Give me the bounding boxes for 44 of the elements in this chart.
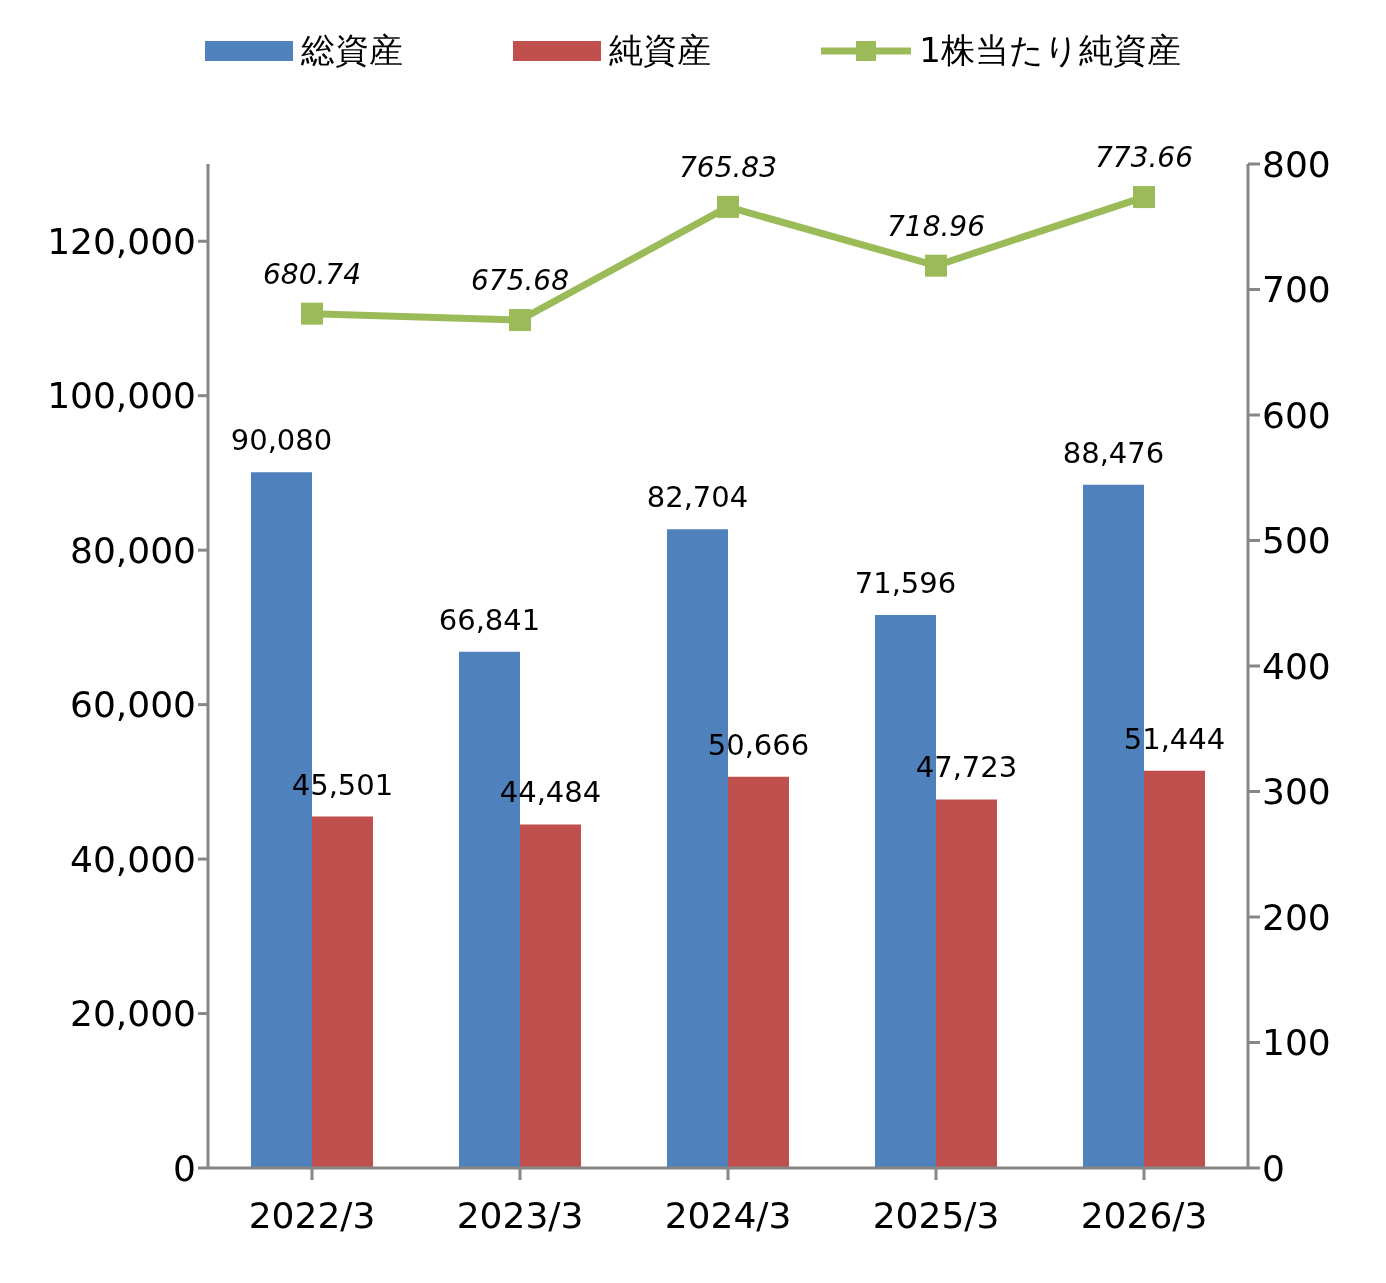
data-label: 88,476 xyxy=(1062,435,1165,470)
data-label: 71,596 xyxy=(854,566,957,601)
y2-tick-label: 600 xyxy=(1262,394,1331,436)
bar xyxy=(520,824,581,1168)
point xyxy=(509,309,531,332)
data-label: 765.83 xyxy=(679,150,777,184)
y-tick-label: 120,000 xyxy=(47,221,196,263)
y-tick-label: 60,000 xyxy=(70,684,196,726)
x-tick-label: 2026/3 xyxy=(1080,1194,1208,1236)
point xyxy=(1133,186,1155,209)
y2-tick-label: 800 xyxy=(1262,143,1331,185)
y2-tick-label: 300 xyxy=(1262,771,1331,813)
y-tick-label: 100,000 xyxy=(47,375,196,417)
legend-label: 総資産 xyxy=(301,29,404,72)
x-tick-label: 2022/3 xyxy=(248,1194,376,1236)
point xyxy=(925,254,947,277)
point xyxy=(301,302,323,325)
y2-tick-label: 500 xyxy=(1262,520,1331,562)
legend-label: 1株当たり純資産 xyxy=(919,29,1181,72)
data-label: 82,704 xyxy=(646,480,749,515)
data-label: 718.96 xyxy=(887,209,985,243)
data-label: 90,080 xyxy=(230,423,333,458)
data-label: 680.74 xyxy=(263,257,361,291)
x-tick-label: 2025/3 xyxy=(872,1194,1000,1236)
data-label: 675.68 xyxy=(471,264,569,298)
data-label: 773.66 xyxy=(1095,141,1193,175)
y-tick-label: 20,000 xyxy=(70,993,196,1035)
data-label: 66,841 xyxy=(438,602,541,637)
x-tick-label: 2024/3 xyxy=(664,1194,792,1236)
point xyxy=(717,195,739,218)
legend-label: 純資産 xyxy=(609,29,712,72)
y2-tick-label: 100 xyxy=(1262,1022,1331,1064)
bar xyxy=(936,799,997,1168)
y2-tick-label: 400 xyxy=(1262,645,1331,687)
y2-tick-label: 700 xyxy=(1262,269,1331,311)
y2-tick-label: 0 xyxy=(1262,1147,1285,1189)
y-tick-label: 80,000 xyxy=(70,529,196,571)
y-tick-label: 40,000 xyxy=(70,838,196,880)
bar xyxy=(728,776,789,1168)
x-tick-label: 2023/3 xyxy=(456,1194,584,1236)
y2-tick-label: 200 xyxy=(1262,896,1331,938)
y-tick-label: 0 xyxy=(173,1147,196,1189)
bar xyxy=(1144,770,1205,1168)
bar xyxy=(312,816,373,1168)
